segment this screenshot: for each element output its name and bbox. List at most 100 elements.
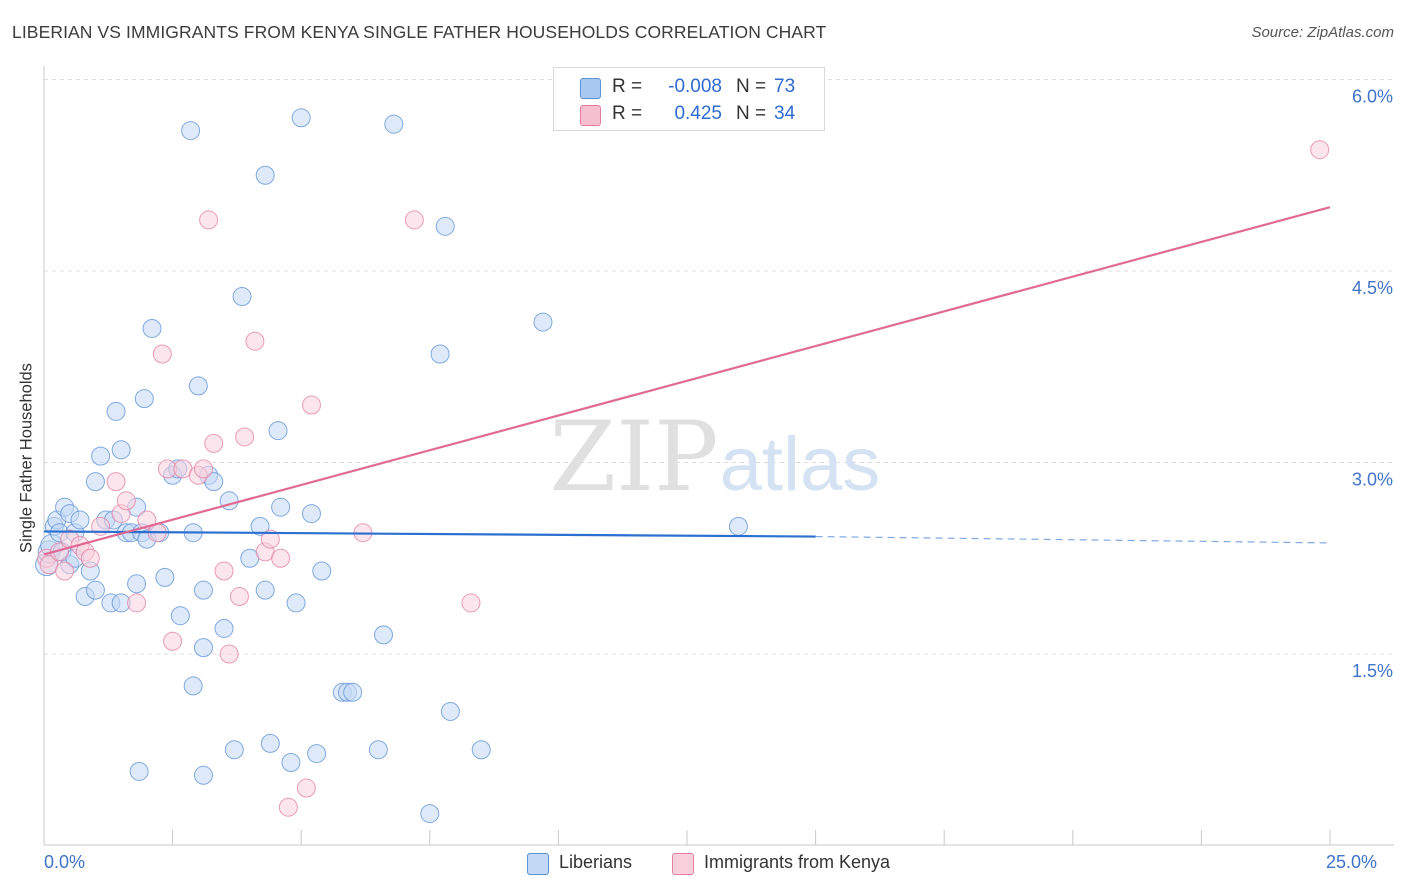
scatter-point <box>312 561 332 581</box>
scatter-point <box>271 497 291 517</box>
scatter-point <box>170 606 190 626</box>
y-tick-label: 4.5% <box>1352 278 1393 298</box>
legend-swatch-liberians <box>527 853 549 875</box>
scatter-point <box>80 548 100 568</box>
chart-title: LIBERIAN VS IMMIGRANTS FROM KENYA SINGLE… <box>12 22 827 42</box>
scatter-point <box>193 580 213 600</box>
scatter-point <box>232 287 252 307</box>
scatter-point <box>152 344 172 364</box>
scatter-point <box>291 108 311 128</box>
scatter-point <box>199 210 219 230</box>
correlation-legend: R = -0.008 N = 73 R = 0.425 N = 34 <box>553 67 825 131</box>
scatter-point <box>181 121 201 141</box>
scatter-point <box>116 491 136 511</box>
x-tick-label-max: 25.0% <box>1326 852 1378 872</box>
legend-swatch-kenya <box>672 853 694 875</box>
scatter-point <box>461 593 481 613</box>
scatter-point <box>435 216 455 236</box>
trend-line <box>43 530 816 538</box>
y-tick-label: 3.0% <box>1352 470 1393 490</box>
axes <box>43 66 1394 846</box>
scatter-point <box>384 114 404 134</box>
scatter-point <box>271 548 291 568</box>
scatter-point <box>250 516 270 536</box>
scatter-point <box>111 440 131 460</box>
legend-n-value: 34 <box>774 103 796 124</box>
scatter-point <box>85 472 105 492</box>
legend-n-label: N = <box>736 103 767 124</box>
scatter-point <box>155 567 175 587</box>
scatter-point <box>91 446 111 466</box>
scatter-point <box>368 740 388 760</box>
legend-label-liberians: Liberians <box>559 852 633 872</box>
scatter-point <box>142 318 162 338</box>
scatter-point <box>286 593 306 613</box>
gridlines <box>44 79 1394 655</box>
scatter-point <box>127 574 147 594</box>
scatter-point <box>301 504 321 524</box>
watermark-zip: ZIP <box>549 401 718 513</box>
scatter-point <box>301 395 321 415</box>
trend-line-extension <box>815 535 1331 544</box>
scatter-point <box>343 682 363 702</box>
legend-r-value: -0.008 <box>668 76 722 97</box>
scatter-point <box>374 625 394 645</box>
scatter-point <box>268 421 288 441</box>
trend-lines <box>43 206 1331 556</box>
data-points <box>35 108 1330 824</box>
scatter-point <box>420 804 440 824</box>
scatter-point <box>55 561 75 581</box>
watermark: ZIP atlas <box>549 401 880 513</box>
scatter-point <box>70 510 90 530</box>
scatter-point <box>106 401 126 421</box>
scatter-point <box>235 427 255 447</box>
scatter-point <box>193 638 213 658</box>
x-tick-label-min: 0.0% <box>44 852 86 872</box>
scatter-point <box>188 376 208 396</box>
trend-line <box>43 206 1331 556</box>
source-label: Source: ZipAtlas.com <box>1251 24 1394 41</box>
scatter-point <box>296 778 316 798</box>
scatter-point <box>255 165 275 185</box>
scatter-point <box>193 765 213 785</box>
legend-n-value: 73 <box>774 76 796 97</box>
scatter-point <box>281 753 301 773</box>
scatter-point <box>430 344 450 364</box>
scatter-point <box>183 676 203 696</box>
scatter-point <box>127 593 147 613</box>
scatter-point <box>214 561 234 581</box>
scatter-point <box>728 516 748 536</box>
legend-r-label: R = <box>612 103 643 124</box>
scatter-point <box>260 733 280 753</box>
legend-r-label: R = <box>612 76 643 97</box>
scatter-point <box>278 797 298 817</box>
scatter-point <box>214 618 234 638</box>
legend-label-kenya: Immigrants from Kenya <box>704 852 891 872</box>
scatter-point <box>134 389 154 409</box>
scatter-point <box>1310 140 1330 160</box>
scatter-point <box>85 580 105 600</box>
watermark-atlas: atlas <box>720 422 881 507</box>
scatter-point <box>533 312 553 332</box>
scatter-point <box>260 529 280 549</box>
scatter-point <box>224 740 244 760</box>
scatter-point <box>129 761 149 781</box>
scatter-point <box>255 580 275 600</box>
y-tick-labels: 1.5% 3.0% 4.5% 6.0% <box>1352 87 1393 682</box>
legend-n-label: N = <box>736 76 767 97</box>
scatter-point <box>245 331 265 351</box>
legend-swatch-liberians <box>580 78 601 99</box>
legend-swatch-kenya <box>580 105 601 126</box>
scatter-point <box>163 631 183 651</box>
scatter-point <box>229 587 249 607</box>
scatter-point <box>471 740 491 760</box>
scatter-point <box>204 433 224 453</box>
scatter-point <box>440 701 460 721</box>
scatter-point <box>219 644 239 664</box>
y-tick-label: 6.0% <box>1352 87 1393 107</box>
scatter-point <box>193 459 213 479</box>
scatter-point <box>106 472 126 492</box>
y-tick-label: 1.5% <box>1352 661 1393 681</box>
legend-r-value: 0.425 <box>674 103 722 124</box>
